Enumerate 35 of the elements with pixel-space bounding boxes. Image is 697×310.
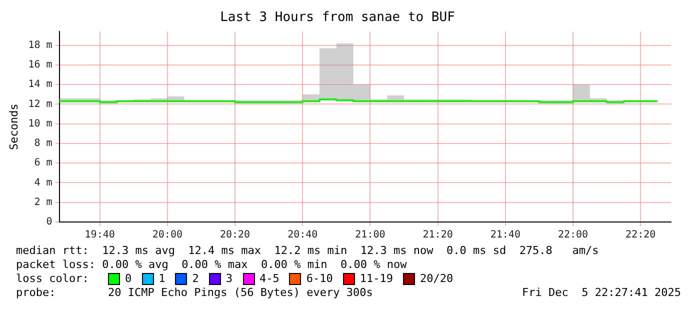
y-tick-label: 6 m: [34, 158, 52, 169]
text: Fri Dec 5 22:27:41 2025: [522, 286, 681, 300]
text: 11-19: [360, 272, 393, 286]
text: 4-5: [260, 272, 280, 286]
text: 6-10: [306, 272, 333, 286]
y-tick-label: 2 m: [34, 196, 52, 208]
text: packet loss: 0.00 % avg 0.00 % max 0.00 % min 0.00 % now: [15, 258, 408, 272]
text: 1: [158, 272, 166, 286]
y-tick-label: 4 m: [34, 177, 52, 188]
x-tick-label: 20:00: [152, 230, 182, 241]
x-tick-label: 21:20: [422, 230, 453, 241]
text: median rtt: 12.3 ms avg 12.4 ms max 12.2 ms min 12.3 ms now 0.0 ms sd 275.8 am/s: [15, 244, 600, 258]
y-tick-label: 0: [46, 216, 52, 228]
text: 3: [226, 272, 232, 286]
x-tick-label: 22:00: [558, 230, 588, 241]
text: 2: [192, 272, 199, 286]
y-tick-label: 14 m: [28, 79, 52, 90]
y-tick-label: 12 m: [28, 98, 52, 110]
text: 20/20: [420, 272, 454, 286]
y-tick-label: 8 m: [34, 138, 52, 150]
text: loss color:: [16, 272, 90, 286]
x-tick-label: 20:20: [220, 230, 250, 241]
text: 0: [125, 272, 132, 286]
x-tick-label: 20:40: [288, 230, 318, 241]
text: 20 ICMP Echo Pings (56 Bytes) every 300s: [108, 286, 374, 300]
text: probe:: [16, 286, 57, 300]
x-tick-label: 19:40: [84, 230, 115, 241]
y-axis-title: Seconds: [7, 104, 20, 150]
x-tick-label: 22:20: [626, 230, 656, 241]
y-tick-label: 10 m: [28, 118, 52, 130]
y-tick-label: 18 m: [28, 40, 52, 51]
x-tick-label: 21:00: [355, 230, 386, 241]
x-tick-label: 21:40: [490, 230, 520, 241]
chart-title: Last 3 Hours from sanae to BUF: [220, 10, 456, 26]
y-tick-label: 16 m: [28, 60, 52, 71]
